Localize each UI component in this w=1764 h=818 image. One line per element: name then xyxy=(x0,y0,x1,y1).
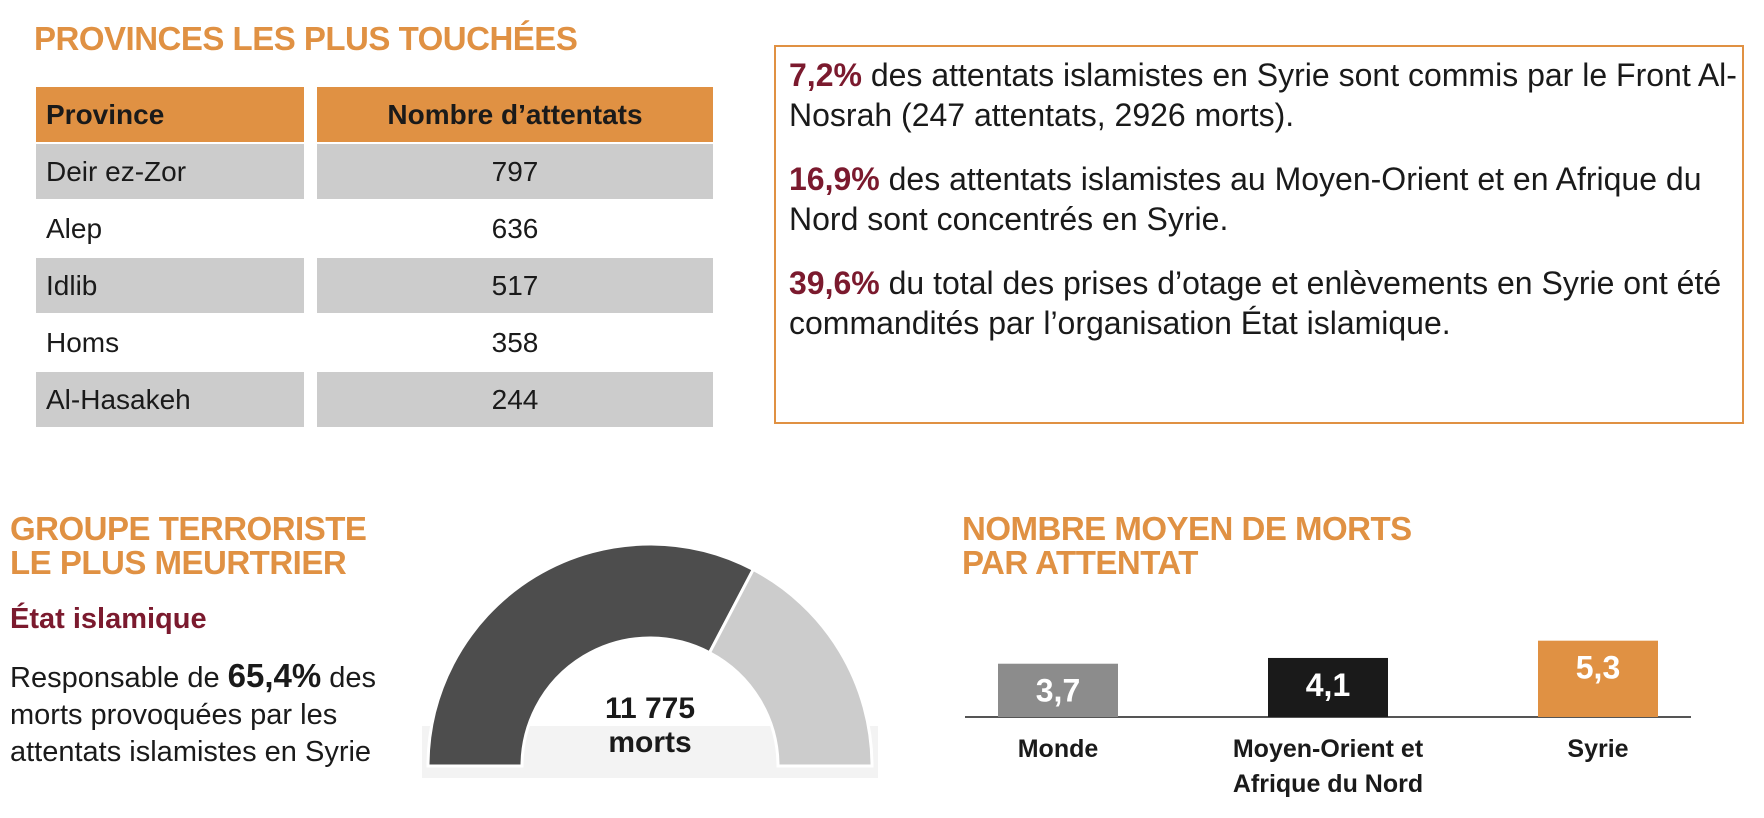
province-cell: Homs xyxy=(46,327,120,358)
header-province: Province xyxy=(36,87,304,142)
desc-text: des morts provoquées par les attentats i… xyxy=(10,662,377,768)
count-cell: 244 xyxy=(317,372,713,427)
bar-value-label: 4,1 xyxy=(1306,667,1350,703)
category-label: Monde xyxy=(1018,735,1099,763)
table-row: Al-Hasakeh 244 xyxy=(36,372,713,427)
bar-title-line1: NOMBRE MOYEN DE MORTS xyxy=(962,510,1412,547)
count-cell: 358 xyxy=(491,327,539,358)
desc-text: Responsable de xyxy=(10,662,228,694)
bar-chart-title: NOMBRE MOYEN DE MORTS PAR ATTENTAT xyxy=(962,512,1412,580)
bar xyxy=(1268,657,1388,717)
bar-value-label: 3,7 xyxy=(1036,673,1080,709)
facts-box: 7,2% des attentats islamistes en Syrie s… xyxy=(774,45,1744,424)
gauge-slice xyxy=(426,542,756,768)
group-name: État islamique xyxy=(10,603,207,635)
group-title-line2: LE PLUS MEURTRIER xyxy=(10,544,347,581)
count-cell: 636 xyxy=(491,213,539,244)
provinces-title: PROVINCES LES PLUS TOUCHÉES xyxy=(34,20,578,57)
fact-text: du total des prises d’otage et enlèvemen… xyxy=(789,265,1722,341)
fact: 7,2% des attentats islamistes en Syrie s… xyxy=(789,55,1742,135)
category-label: Moyen-Orient et xyxy=(1233,735,1424,763)
fact: 16,9% des attentats islamistes au Moyen-… xyxy=(789,159,1742,239)
bar xyxy=(1538,640,1658,717)
table-row: Homs 358 xyxy=(36,315,713,370)
fact-pct: 39,6% xyxy=(789,265,880,301)
group-title-line1: GROUPE TERRORISTE xyxy=(10,510,367,547)
province-cell: Idlib xyxy=(36,258,304,313)
fact: 39,6% du total des prises d’otage et enl… xyxy=(789,263,1742,343)
fact-text: des attentats islamistes en Syrie sont c… xyxy=(789,57,1737,133)
gauge-label-unit: morts xyxy=(608,726,691,759)
bar-value-label: 5,3 xyxy=(1576,650,1620,686)
fact-pct: 16,9% xyxy=(789,161,880,197)
header-count: Nombre d’attentats xyxy=(317,87,713,142)
table-row: Idlib 517 xyxy=(36,258,713,313)
bar xyxy=(998,663,1118,717)
category-label: Afrique du Nord xyxy=(1233,770,1423,798)
table-row: Alep 636 xyxy=(36,201,713,256)
count-cell: 797 xyxy=(317,144,713,199)
province-cell: Alep xyxy=(46,213,103,244)
gauge-label-value: 11 775 xyxy=(605,692,695,725)
table-row: Deir ez-Zor 797 xyxy=(36,144,713,199)
gauge-slice xyxy=(707,567,874,768)
desc-pct: 65,4% xyxy=(227,657,322,694)
count-cell: 517 xyxy=(317,258,713,313)
group-title: GROUPE TERRORISTE LE PLUS MEURTRIER xyxy=(10,510,367,581)
fact-pct: 7,2% xyxy=(789,57,862,93)
province-cell: Deir ez-Zor xyxy=(36,144,304,199)
group-description: Responsable de 65,4% des morts provoquée… xyxy=(10,657,390,771)
bar-title-line2: PAR ATTENTAT xyxy=(962,544,1198,581)
fact-text: des attentats islamistes au Moyen-Orient… xyxy=(789,161,1702,237)
table-header: Province Nombre d’attentats xyxy=(36,87,713,142)
category-label: Syrie xyxy=(1567,735,1628,763)
province-cell: Al-Hasakeh xyxy=(36,372,304,427)
